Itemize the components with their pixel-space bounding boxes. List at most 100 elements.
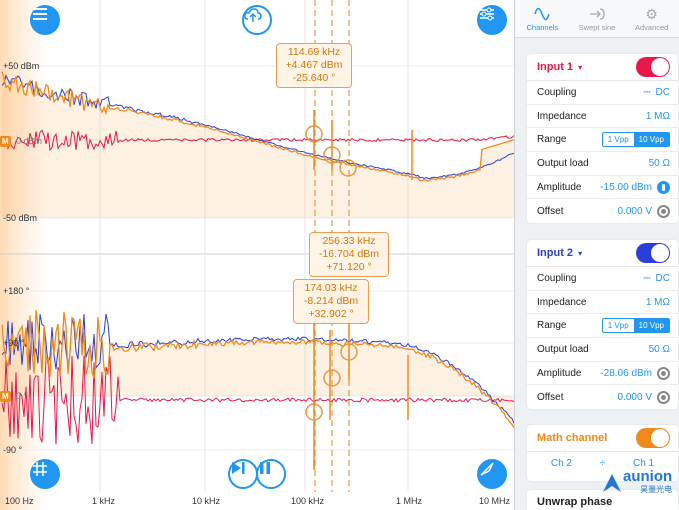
grid-button[interactable]: [30, 459, 60, 489]
input1-amplitude-row[interactable]: Amplitude -15.00 dBm: [527, 176, 678, 200]
range-option[interactable]: 10 Vpp: [633, 133, 669, 147]
bode-plot-canvas[interactable]: [0, 0, 514, 510]
input2-offset-row[interactable]: Offset 0.000 V: [527, 385, 678, 409]
freq-tick: 100 kHz: [291, 496, 325, 506]
unit: V: [645, 205, 652, 217]
input1-coupling-row[interactable]: Coupling ⎓ DC: [527, 81, 678, 105]
fit-icon: [480, 462, 494, 476]
math-phase-fill: [2, 310, 514, 428]
math-expression-row: Ch 2 ÷ Ch 1: [527, 452, 678, 476]
input1-offset-value[interactable]: 0.000: [617, 205, 643, 217]
input2-toggle[interactable]: [636, 243, 670, 263]
freq-tick: 10 MHz: [479, 496, 511, 506]
row-label: Amplitude: [537, 367, 582, 379]
side-panel: Channels Swept sine ⚙ Advanced Input 1 ▾…: [514, 0, 679, 510]
play-step-icon: [232, 462, 245, 474]
input1-range-selector[interactable]: 1 Vpp 10 Vpp: [601, 132, 670, 148]
sliders-icon: [480, 7, 494, 21]
input2-amplitude-row[interactable]: Amplitude -28.06 dBm: [527, 362, 678, 386]
row-label: Coupling: [537, 272, 577, 284]
input1-output-load-row[interactable]: Output load 50 Ω: [527, 152, 678, 176]
math-channel-toggle[interactable]: [636, 428, 670, 448]
input1-impedance-row[interactable]: Impedance 1 MΩ: [527, 105, 678, 129]
cursor-readout[interactable]: 114.69 kHz +4.467 dBm -25.640 °: [276, 43, 352, 88]
input1-header[interactable]: Input 1 ▾: [527, 54, 678, 81]
bode-plot-area[interactable]: +50 dBm 0 dBm -50 dBm +180 ° +90 ° 0 ° -…: [0, 0, 514, 510]
tab-advanced[interactable]: ⚙ Advanced: [624, 0, 679, 37]
logo-subtext: 昊量光电: [640, 485, 673, 494]
input1-title: Input 1: [537, 61, 574, 73]
unwrap-phase-label: Unwrap phase: [537, 496, 613, 508]
readout-mag: -16.704 dBm: [318, 248, 380, 260]
cursor-readout[interactable]: 256.33 kHz -16.704 dBm +71.120 °: [309, 232, 389, 277]
readout-phase: -25.640 °: [292, 72, 336, 84]
amplitude-knob-icon[interactable]: [657, 180, 670, 194]
offset-knob-icon[interactable]: [657, 390, 670, 404]
math-operator[interactable]: ÷: [599, 458, 606, 470]
math-magnitude-fill: [2, 71, 514, 218]
unit: dBm: [631, 367, 652, 379]
readout-freq: 114.69 kHz: [287, 46, 341, 58]
freq-tick: 100 Hz: [5, 496, 34, 506]
input1-toggle[interactable]: [636, 57, 670, 77]
input2-impedance-row[interactable]: Impedance 1 MΩ: [527, 291, 678, 315]
grid-icon: [33, 462, 47, 476]
fit-button[interactable]: [477, 459, 507, 489]
math-operand-2[interactable]: Ch 1: [633, 458, 655, 470]
menu-button[interactable]: [30, 5, 60, 35]
math-magnitude-trace: [1, 71, 514, 182]
input1-range-row: Range 1 Vpp 10 Vpp: [527, 128, 678, 153]
input1-offset-row[interactable]: Offset 0.000 V: [527, 199, 678, 223]
tab-swept-sine[interactable]: Swept sine: [570, 0, 625, 37]
range-option[interactable]: 10 Vpp: [633, 319, 669, 333]
readout-freq: 256.33 kHz: [322, 235, 376, 247]
input2-range-selector[interactable]: 1 Vpp 10 Vpp: [601, 318, 670, 334]
row-label: Impedance: [537, 110, 587, 122]
tab-channels[interactable]: Channels: [515, 0, 570, 37]
math-operand-1[interactable]: Ch 2: [550, 458, 572, 470]
tab-label: Channels: [526, 23, 559, 32]
freq-tick: 1 kHz: [92, 496, 116, 506]
watermark-logo: aunion 昊量光电: [601, 469, 673, 496]
tab-label: Advanced: [635, 23, 669, 32]
swept-sine-icon: [590, 8, 605, 20]
mag-tick: +50 dBm: [3, 61, 40, 71]
input2-amplitude-value[interactable]: -28.06: [600, 367, 629, 379]
unit: dBm: [631, 181, 652, 193]
left-fade-band: [0, 0, 48, 510]
dc-coupling-icon: ⎓: [643, 272, 651, 283]
cursor-readout[interactable]: 174.03 kHz -8.214 dBm +32.902 °: [293, 279, 369, 324]
upload-button[interactable]: [242, 5, 272, 35]
pause-button[interactable]: [256, 459, 286, 489]
readout-phase: +71.120 °: [326, 261, 372, 273]
settings-button[interactable]: [477, 5, 507, 35]
row-label: Coupling: [537, 86, 577, 98]
menu-icon: [33, 8, 47, 20]
pause-icon: [260, 462, 270, 474]
range-option[interactable]: 1 Vpp: [607, 321, 629, 331]
chevron-down-icon[interactable]: ▾: [578, 248, 583, 258]
input1-amplitude-value[interactable]: -15.00: [600, 181, 629, 193]
input2-offset-value[interactable]: 0.000: [617, 391, 643, 403]
row-label: Amplitude: [537, 181, 582, 193]
sine-wave-icon: [534, 7, 551, 21]
readout-freq: 174.03 kHz: [304, 282, 358, 294]
input2-header[interactable]: Input 2 ▾: [527, 240, 678, 267]
row-label: Output load: [537, 343, 589, 355]
amplitude-knob-icon[interactable]: [657, 366, 670, 380]
unwrap-phase-card[interactable]: Unwrap phase: [527, 490, 678, 510]
input1-card: Input 1 ▾ Coupling ⎓ DC Impedance 1 MΩ Ra…: [527, 54, 678, 224]
input1-coupling-value: DC: [655, 86, 670, 98]
phase-tick: 0 °: [16, 391, 28, 401]
math-channel-header[interactable]: Math channel: [527, 425, 678, 452]
input2-output-load-row[interactable]: Output load 50 Ω: [527, 338, 678, 362]
marker-badges: [0, 136, 11, 402]
chevron-down-icon[interactable]: ▾: [578, 62, 583, 72]
offset-knob-icon[interactable]: [657, 204, 670, 218]
step-button[interactable]: [228, 459, 258, 489]
unit: V: [645, 391, 652, 403]
row-label: Offset: [537, 391, 564, 403]
input2-coupling-row[interactable]: Coupling ⎓ DC: [527, 267, 678, 291]
freq-tick: 10 kHz: [192, 496, 221, 506]
range-option[interactable]: 1 Vpp: [607, 135, 629, 145]
